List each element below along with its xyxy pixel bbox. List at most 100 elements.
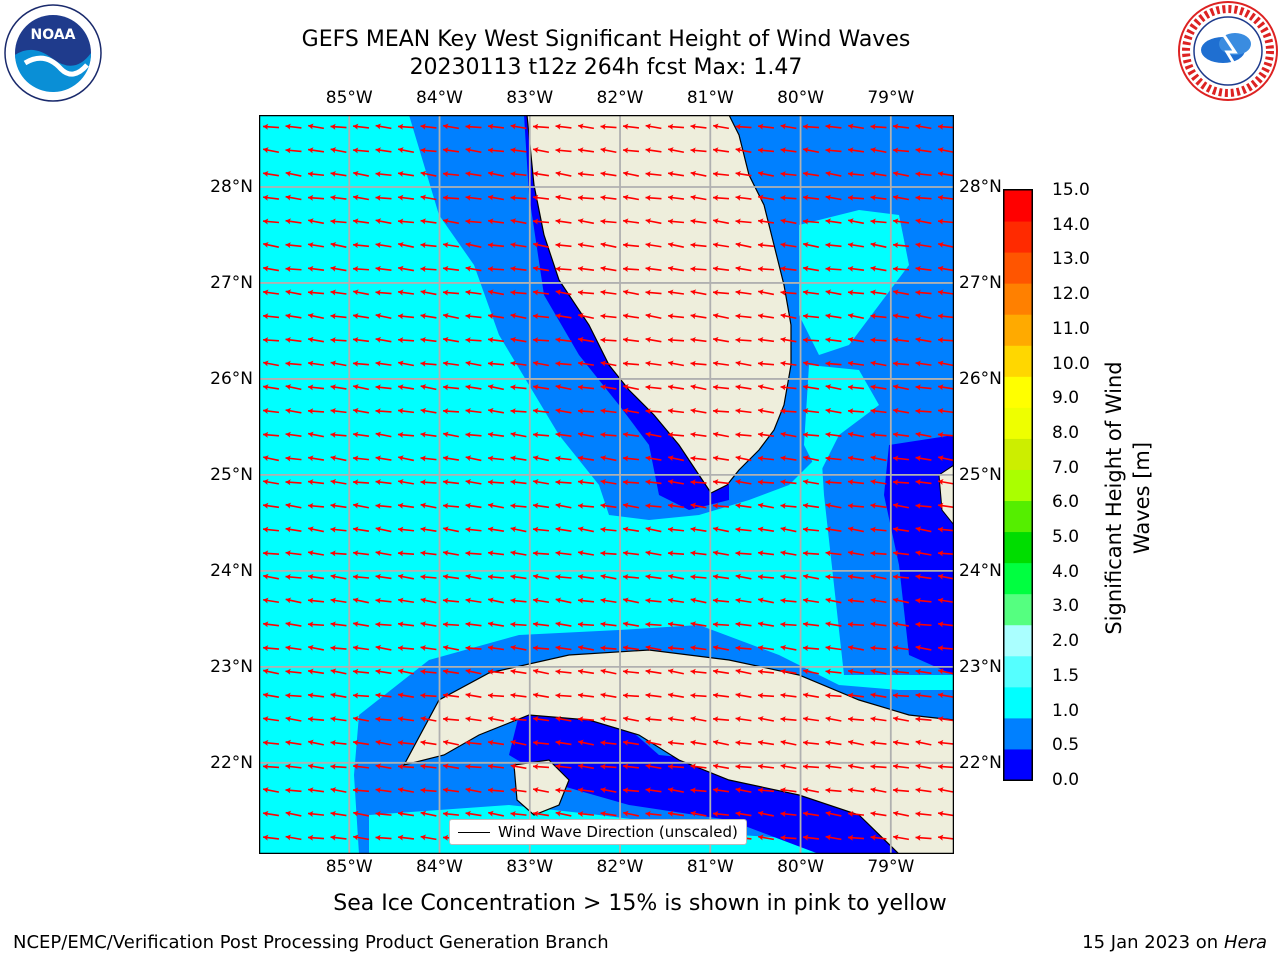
wind-arrow [825, 455, 842, 462]
wind-arrow [600, 289, 617, 296]
wind-arrow [307, 408, 325, 415]
wind-arrow [780, 384, 797, 391]
wind-arrow [915, 289, 932, 296]
wind-arrow [622, 407, 640, 414]
wind-arrow [712, 336, 730, 343]
wind-arrow [487, 336, 505, 343]
wind-arrow [757, 336, 775, 343]
wind-arrow [285, 170, 302, 177]
wind-arrow [420, 360, 437, 367]
wind-arrow [352, 502, 370, 509]
wind-arrow [892, 526, 910, 533]
lon-tick-label-top: 82°W [596, 88, 644, 108]
wind-arrow [892, 645, 910, 651]
wind-arrow [915, 787, 932, 794]
wind-arrow [487, 194, 505, 201]
wind-arrow [465, 147, 482, 154]
wind-arrow [510, 455, 527, 462]
wind-arrow [555, 336, 572, 343]
wind-arrow [623, 170, 639, 177]
wind-arrow [555, 194, 572, 201]
wind-arrow [622, 123, 640, 130]
wind-arrow [915, 265, 932, 272]
wind-arrow [712, 218, 730, 225]
wind-arrow [487, 147, 505, 154]
wind-arrow [825, 384, 842, 391]
wind-arrow [735, 170, 752, 177]
wind-arrow [870, 123, 887, 130]
wind-arrow [307, 763, 325, 770]
wind-arrow [420, 289, 437, 296]
wind-arrow [735, 241, 752, 248]
lon-tick-label-top: 81°W [686, 88, 734, 108]
wind-arrow [645, 502, 662, 509]
wind-arrow [780, 289, 797, 296]
wind-arrow [510, 171, 527, 178]
wind-arrow [510, 621, 527, 628]
wind-arrow [285, 384, 302, 391]
wind-arrow [487, 574, 505, 581]
wind-arrow [690, 526, 707, 533]
wind-arrow [442, 787, 460, 794]
wind-arrow [825, 265, 842, 272]
lat-tick-label-left: 26°N [210, 368, 253, 389]
wind-arrow [893, 597, 909, 604]
wind-arrow [262, 739, 280, 746]
lon-tick-label-top: 80°W [777, 88, 825, 108]
wind-arrow [397, 313, 415, 320]
wind-arrow [622, 194, 640, 201]
wind-arrow [825, 810, 842, 817]
wind-arrow [645, 573, 662, 580]
wind-arrow [892, 763, 910, 770]
wind-arrow [915, 716, 932, 723]
wind-arrow [577, 479, 595, 486]
wind-arrow [442, 171, 460, 178]
wind-arrow [825, 621, 842, 628]
wind-arrow [330, 455, 347, 462]
wind-arrow [667, 739, 685, 746]
wind-arrow [915, 123, 932, 130]
wind-arrow [397, 479, 415, 485]
wind-arrow [397, 265, 415, 272]
wind-arrow [465, 526, 482, 533]
wind-arrow [892, 431, 910, 438]
wind-arrow [667, 265, 685, 272]
wind-arrow [307, 171, 325, 178]
wind-arrow [690, 621, 707, 628]
wind-arrow [712, 242, 730, 248]
lat-tick-label-right: 26°N [959, 368, 1002, 389]
wind-arrow [577, 763, 595, 770]
wind-arrow [263, 668, 279, 675]
wind-arrow [915, 336, 932, 343]
wind-arrow [780, 479, 797, 486]
wind-arrow [262, 526, 280, 533]
wind-arrow [465, 455, 482, 462]
wind-arrow [825, 668, 842, 675]
wind-arrow [937, 265, 954, 272]
wind-arrow [465, 384, 482, 391]
wind-arrow [577, 455, 595, 462]
wind-arrow [487, 265, 505, 272]
wind-arrow [532, 218, 550, 225]
footer-host: Hera [1223, 932, 1267, 953]
wind-arrow [308, 739, 324, 746]
wind-arrow [667, 810, 685, 817]
wind-arrow [825, 715, 842, 722]
wind-arrow [262, 218, 280, 225]
wind-arrow [712, 597, 730, 604]
wind-arrow [847, 479, 865, 486]
wind-arrow [735, 123, 752, 130]
wind-arrow [577, 811, 595, 817]
wind-arrow [915, 526, 932, 533]
wind-arrow [600, 668, 617, 675]
wind-arrow [532, 763, 550, 770]
wind-arrow [397, 692, 415, 699]
wind-arrow [420, 170, 437, 177]
wind-arrow [532, 408, 550, 415]
wind-arrow [420, 194, 437, 201]
wind-arrow [420, 384, 437, 391]
footer-right: 15 Jan 2023 on Hera [1082, 932, 1267, 953]
wind-arrow [510, 431, 527, 438]
map-frame [259, 115, 954, 854]
wind-arrow [352, 218, 370, 225]
